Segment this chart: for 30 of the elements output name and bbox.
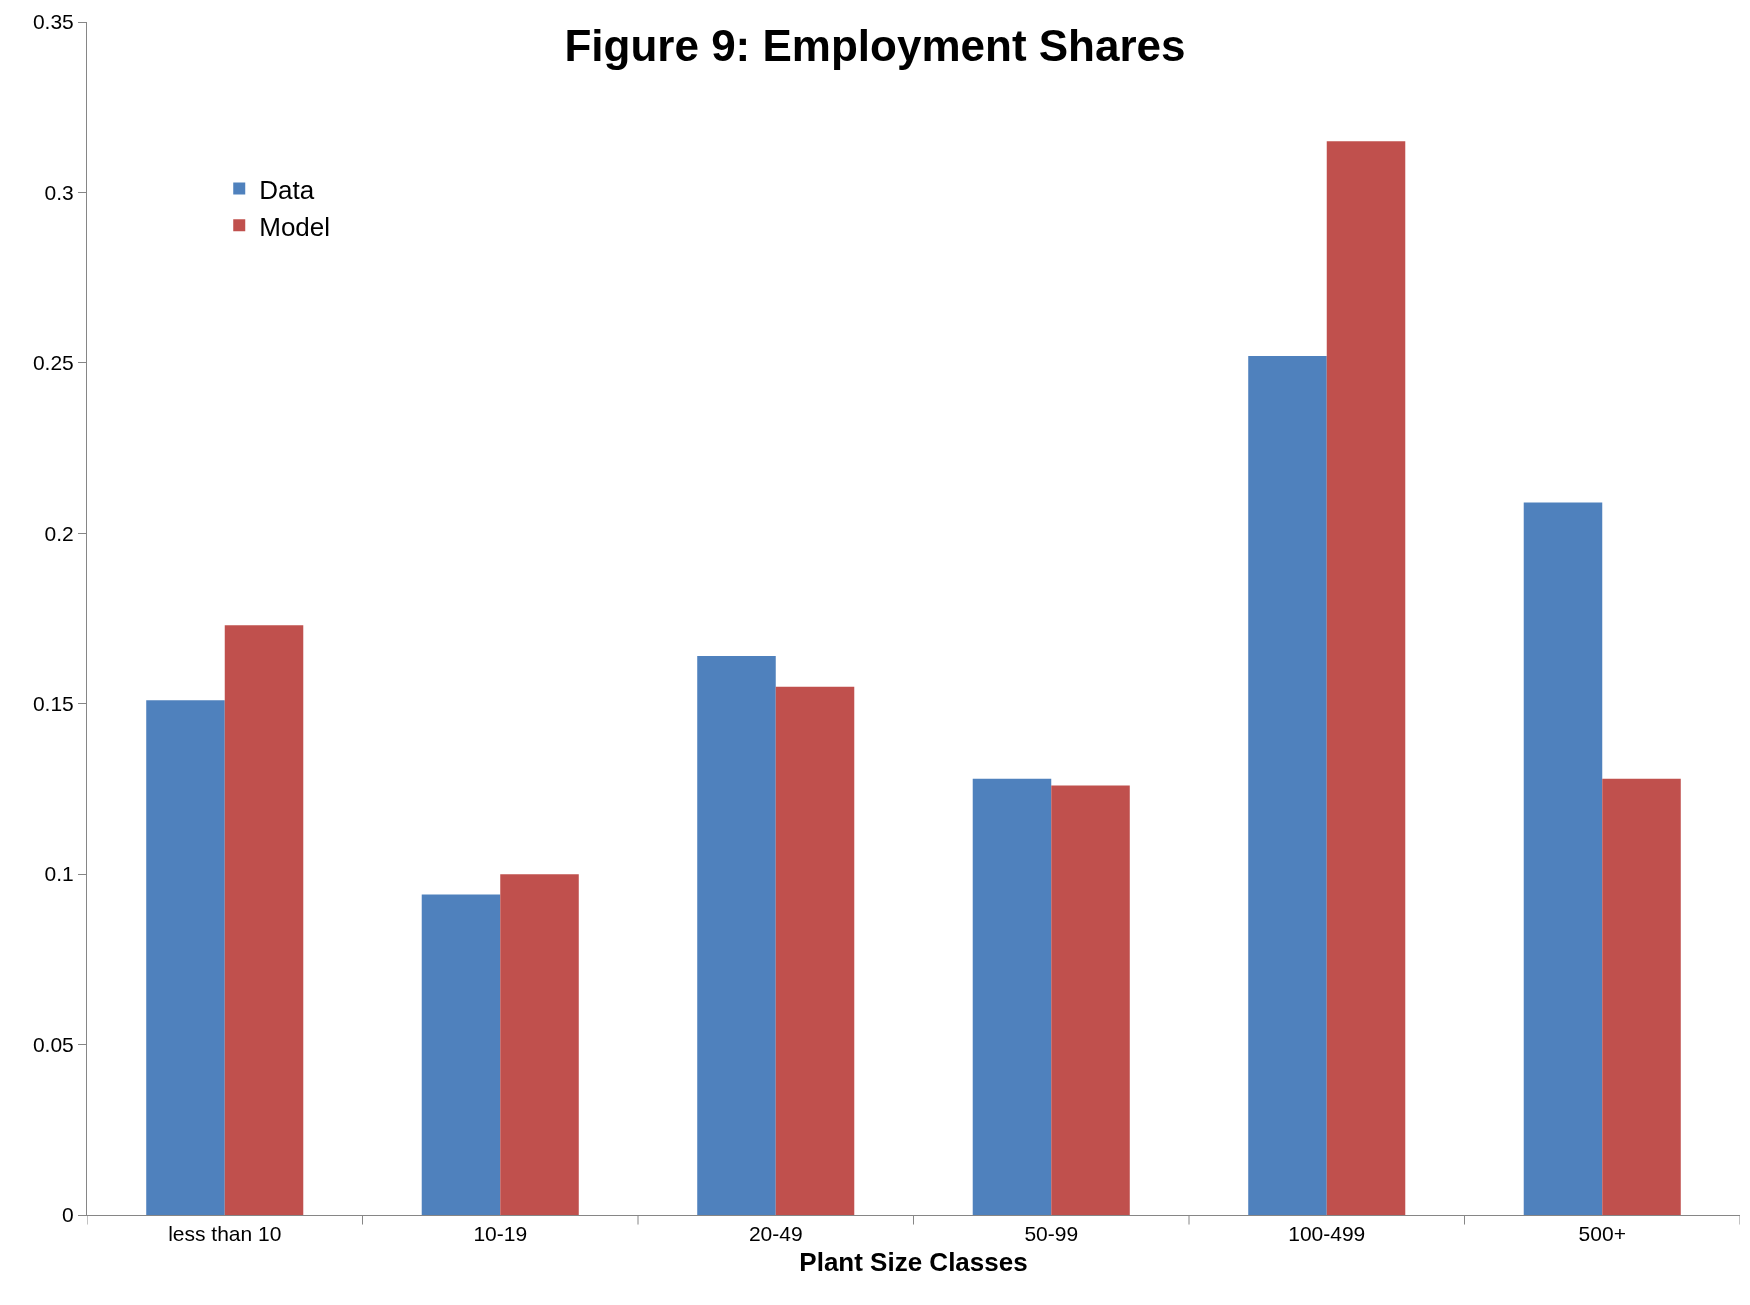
- x-tick-label: 50-99: [1024, 1222, 1079, 1246]
- y-tick-label: 0.25: [32, 351, 74, 375]
- bar: [146, 700, 225, 1215]
- bar: [1248, 356, 1327, 1215]
- chart-title: Figure 9: Employment Shares: [564, 21, 1186, 71]
- y-tick-label: 0.2: [44, 521, 74, 545]
- y-tick-label: 0.3: [44, 180, 74, 204]
- x-tick-label: 500+: [1578, 1222, 1626, 1246]
- y-tick-label: 0.1: [44, 862, 74, 886]
- bar: [421, 894, 501, 1215]
- x-tick-label: 10-19: [473, 1222, 528, 1246]
- bar: [775, 686, 855, 1215]
- bar: [224, 625, 304, 1215]
- legend-label: Data: [259, 174, 315, 205]
- y-tick-label: 0.35: [32, 10, 74, 34]
- x-tick-label: 100-499: [1288, 1222, 1366, 1246]
- bar: [1051, 785, 1130, 1215]
- y-tick-label: 0.15: [32, 692, 74, 716]
- legend-label: Model: [259, 211, 331, 242]
- x-axis-title: Plant Size Classes: [799, 1246, 1028, 1277]
- x-tick-label: 20-49: [748, 1222, 803, 1246]
- bar: [1326, 141, 1406, 1215]
- y-tick-label: 0: [62, 1203, 74, 1227]
- bar: [500, 874, 579, 1215]
- x-tick-label: less than 10: [168, 1222, 282, 1246]
- bar: [697, 655, 776, 1215]
- bar: [1523, 502, 1603, 1215]
- bar: [972, 778, 1052, 1215]
- bar: [1602, 778, 1681, 1215]
- y-tick-label: 0.05: [32, 1032, 74, 1056]
